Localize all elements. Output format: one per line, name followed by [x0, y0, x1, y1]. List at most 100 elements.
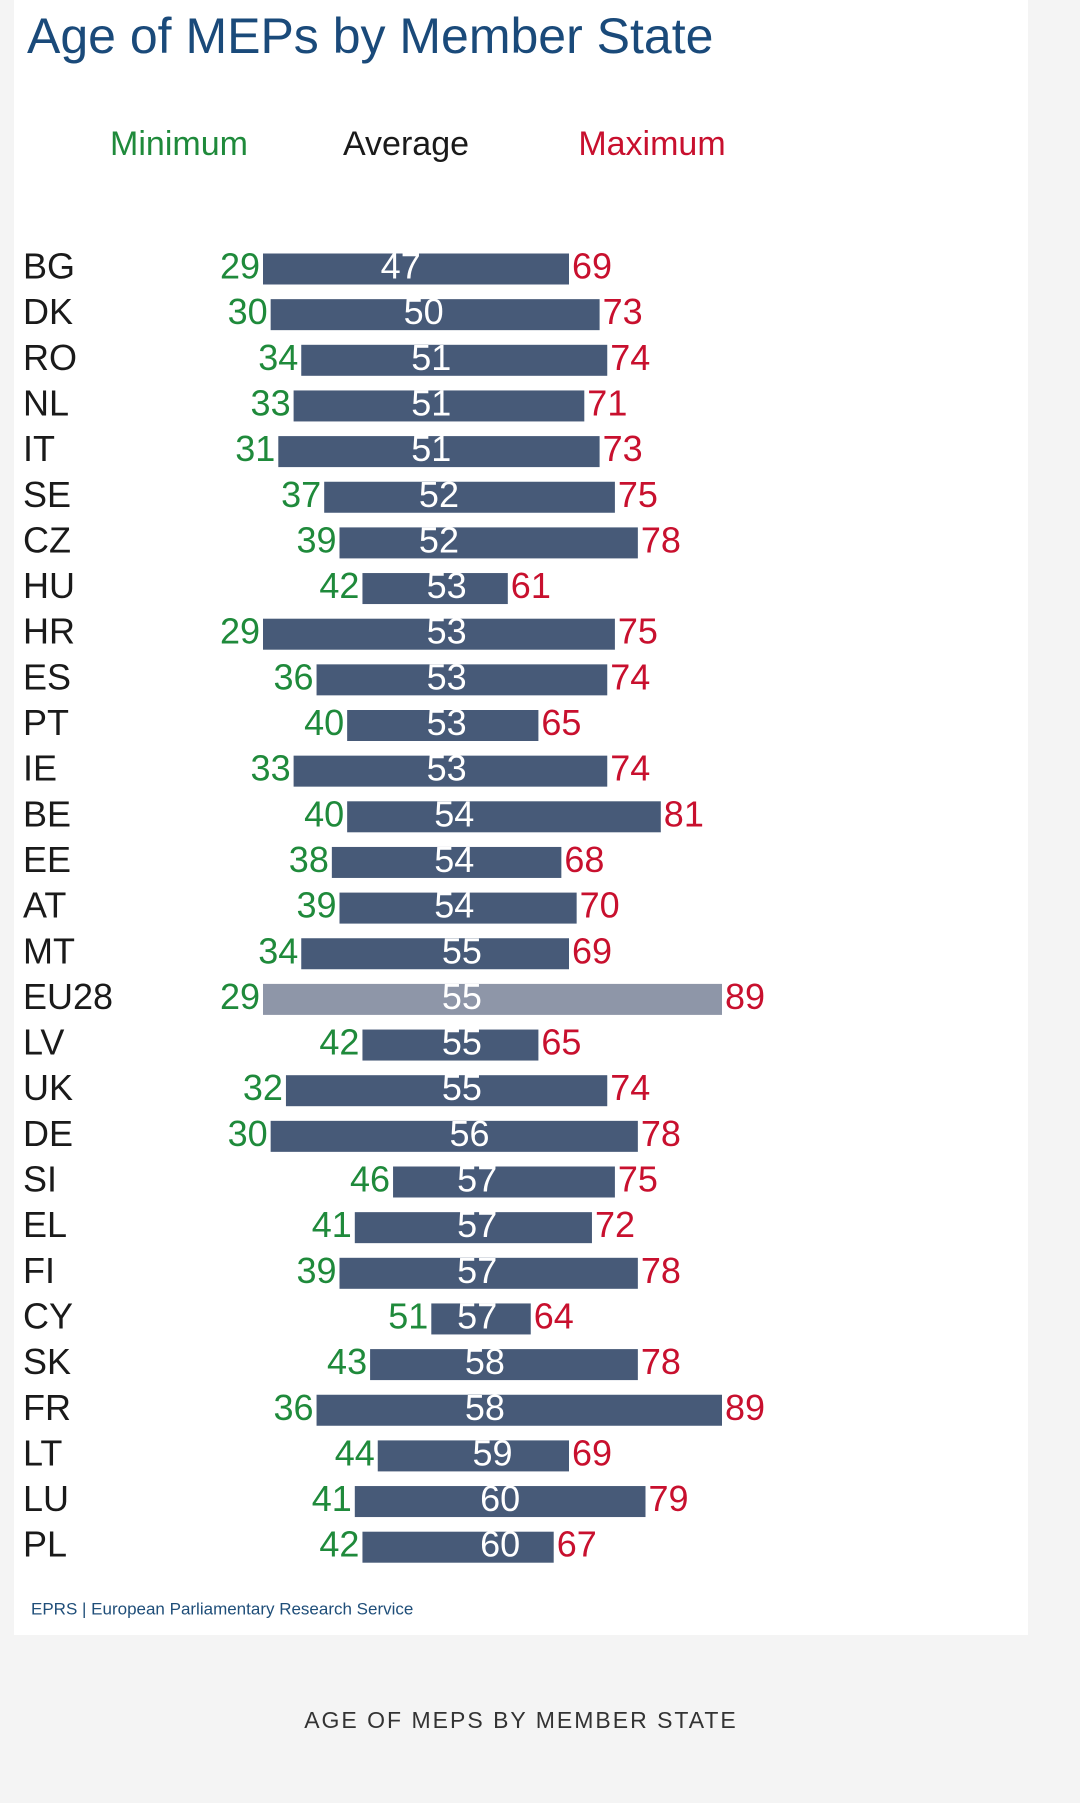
max-label: 73 — [603, 291, 643, 332]
max-label: 70 — [580, 885, 620, 926]
average-label: 51 — [411, 337, 451, 378]
average-label: 52 — [419, 519, 459, 560]
max-label: 75 — [618, 611, 658, 652]
average-label: 57 — [457, 1250, 497, 1291]
max-label: 79 — [649, 1478, 689, 1519]
min-label: 41 — [312, 1478, 352, 1519]
range-bar — [354, 1212, 592, 1244]
average-label: 55 — [442, 930, 482, 971]
range-bar — [270, 1120, 638, 1152]
legend-header: Maximum — [578, 125, 725, 163]
min-label: 34 — [258, 930, 298, 971]
max-label: 78 — [641, 1250, 681, 1291]
range-bar — [316, 1394, 722, 1426]
row-label: PT — [23, 702, 69, 743]
max-label: 75 — [618, 1159, 658, 1200]
row-label: CZ — [23, 519, 71, 560]
min-label: 40 — [304, 793, 344, 834]
min-label: 32 — [243, 1067, 283, 1108]
row-label: SI — [23, 1159, 57, 1200]
row-label: HU — [23, 565, 75, 606]
range-bar — [431, 1303, 531, 1335]
row-label: HR — [23, 611, 75, 652]
row-label: SE — [23, 474, 71, 515]
row-label: EL — [23, 1204, 67, 1245]
range-bar — [285, 1075, 608, 1107]
range-bar — [347, 801, 661, 833]
min-label: 42 — [319, 1022, 359, 1063]
min-label: 39 — [296, 885, 336, 926]
chart-title: Age of MEPs by Member State — [27, 8, 713, 64]
average-label: 53 — [427, 702, 467, 743]
min-label: 29 — [220, 976, 260, 1017]
range-bar — [293, 390, 585, 422]
range-bar — [263, 983, 722, 1015]
average-label: 56 — [450, 1113, 490, 1154]
max-label: 69 — [572, 930, 612, 971]
caption: AGE OF MEPS BY MEMBER STATE — [304, 1707, 738, 1733]
min-label: 36 — [274, 1387, 314, 1428]
average-label: 54 — [434, 793, 474, 834]
average-label: 54 — [434, 839, 474, 880]
row-label: CY — [23, 1295, 73, 1336]
range-bar — [270, 299, 600, 331]
average-label: 60 — [480, 1478, 520, 1519]
row-label: EE — [23, 839, 71, 880]
min-label: 39 — [296, 519, 336, 560]
row-label: BG — [23, 246, 75, 287]
range-bar — [278, 436, 600, 468]
range-bar — [331, 846, 562, 878]
min-label: 40 — [304, 702, 344, 743]
range-bar — [316, 664, 608, 696]
range-bar — [362, 573, 508, 605]
average-label: 52 — [419, 474, 459, 515]
min-label: 43 — [327, 1341, 367, 1382]
range-bar — [393, 1166, 615, 1198]
range-bar — [263, 253, 569, 285]
max-label: 61 — [511, 565, 551, 606]
range-bar — [347, 710, 539, 741]
row-label: BE — [23, 793, 71, 834]
max-label: 74 — [610, 748, 650, 789]
average-label: 55 — [442, 1067, 482, 1108]
source: EPRS | European Parliamentary Research S… — [31, 1599, 413, 1618]
row-label: IT — [23, 428, 55, 469]
row-label: EU28 — [23, 976, 113, 1017]
max-label: 74 — [610, 337, 650, 378]
row-label: LV — [23, 1022, 64, 1063]
range-bar — [370, 1349, 638, 1381]
min-label: 30 — [228, 1113, 268, 1154]
range-bar — [301, 344, 608, 376]
row-label: DK — [23, 291, 73, 332]
max-label: 68 — [564, 839, 604, 880]
legend-header: Minimum — [110, 125, 248, 163]
min-label: 41 — [312, 1204, 352, 1245]
legend-header: Average — [343, 125, 469, 163]
max-label: 78 — [641, 1341, 681, 1382]
row-label: LU — [23, 1478, 69, 1519]
row-label: LT — [23, 1432, 62, 1473]
max-label: 78 — [641, 1113, 681, 1154]
range-bar — [362, 1531, 554, 1563]
row-label: IE — [23, 748, 57, 789]
min-label: 33 — [251, 748, 291, 789]
max-label: 74 — [610, 1067, 650, 1108]
min-label: 34 — [258, 337, 298, 378]
min-label: 36 — [274, 656, 314, 697]
max-label: 69 — [572, 1432, 612, 1473]
max-label: 73 — [603, 428, 643, 469]
range-bar — [301, 938, 569, 970]
average-label: 59 — [472, 1432, 512, 1473]
min-label: 42 — [319, 1524, 359, 1565]
average-label: 47 — [381, 246, 421, 287]
row-label: FR — [23, 1387, 71, 1428]
row-label: NL — [23, 382, 69, 423]
max-label: 71 — [587, 382, 627, 423]
average-label: 55 — [442, 976, 482, 1017]
row-label: FI — [23, 1250, 55, 1291]
range-bar — [339, 527, 638, 559]
range-bar — [324, 481, 615, 513]
row-label: RO — [23, 337, 77, 378]
average-label: 57 — [457, 1204, 497, 1245]
